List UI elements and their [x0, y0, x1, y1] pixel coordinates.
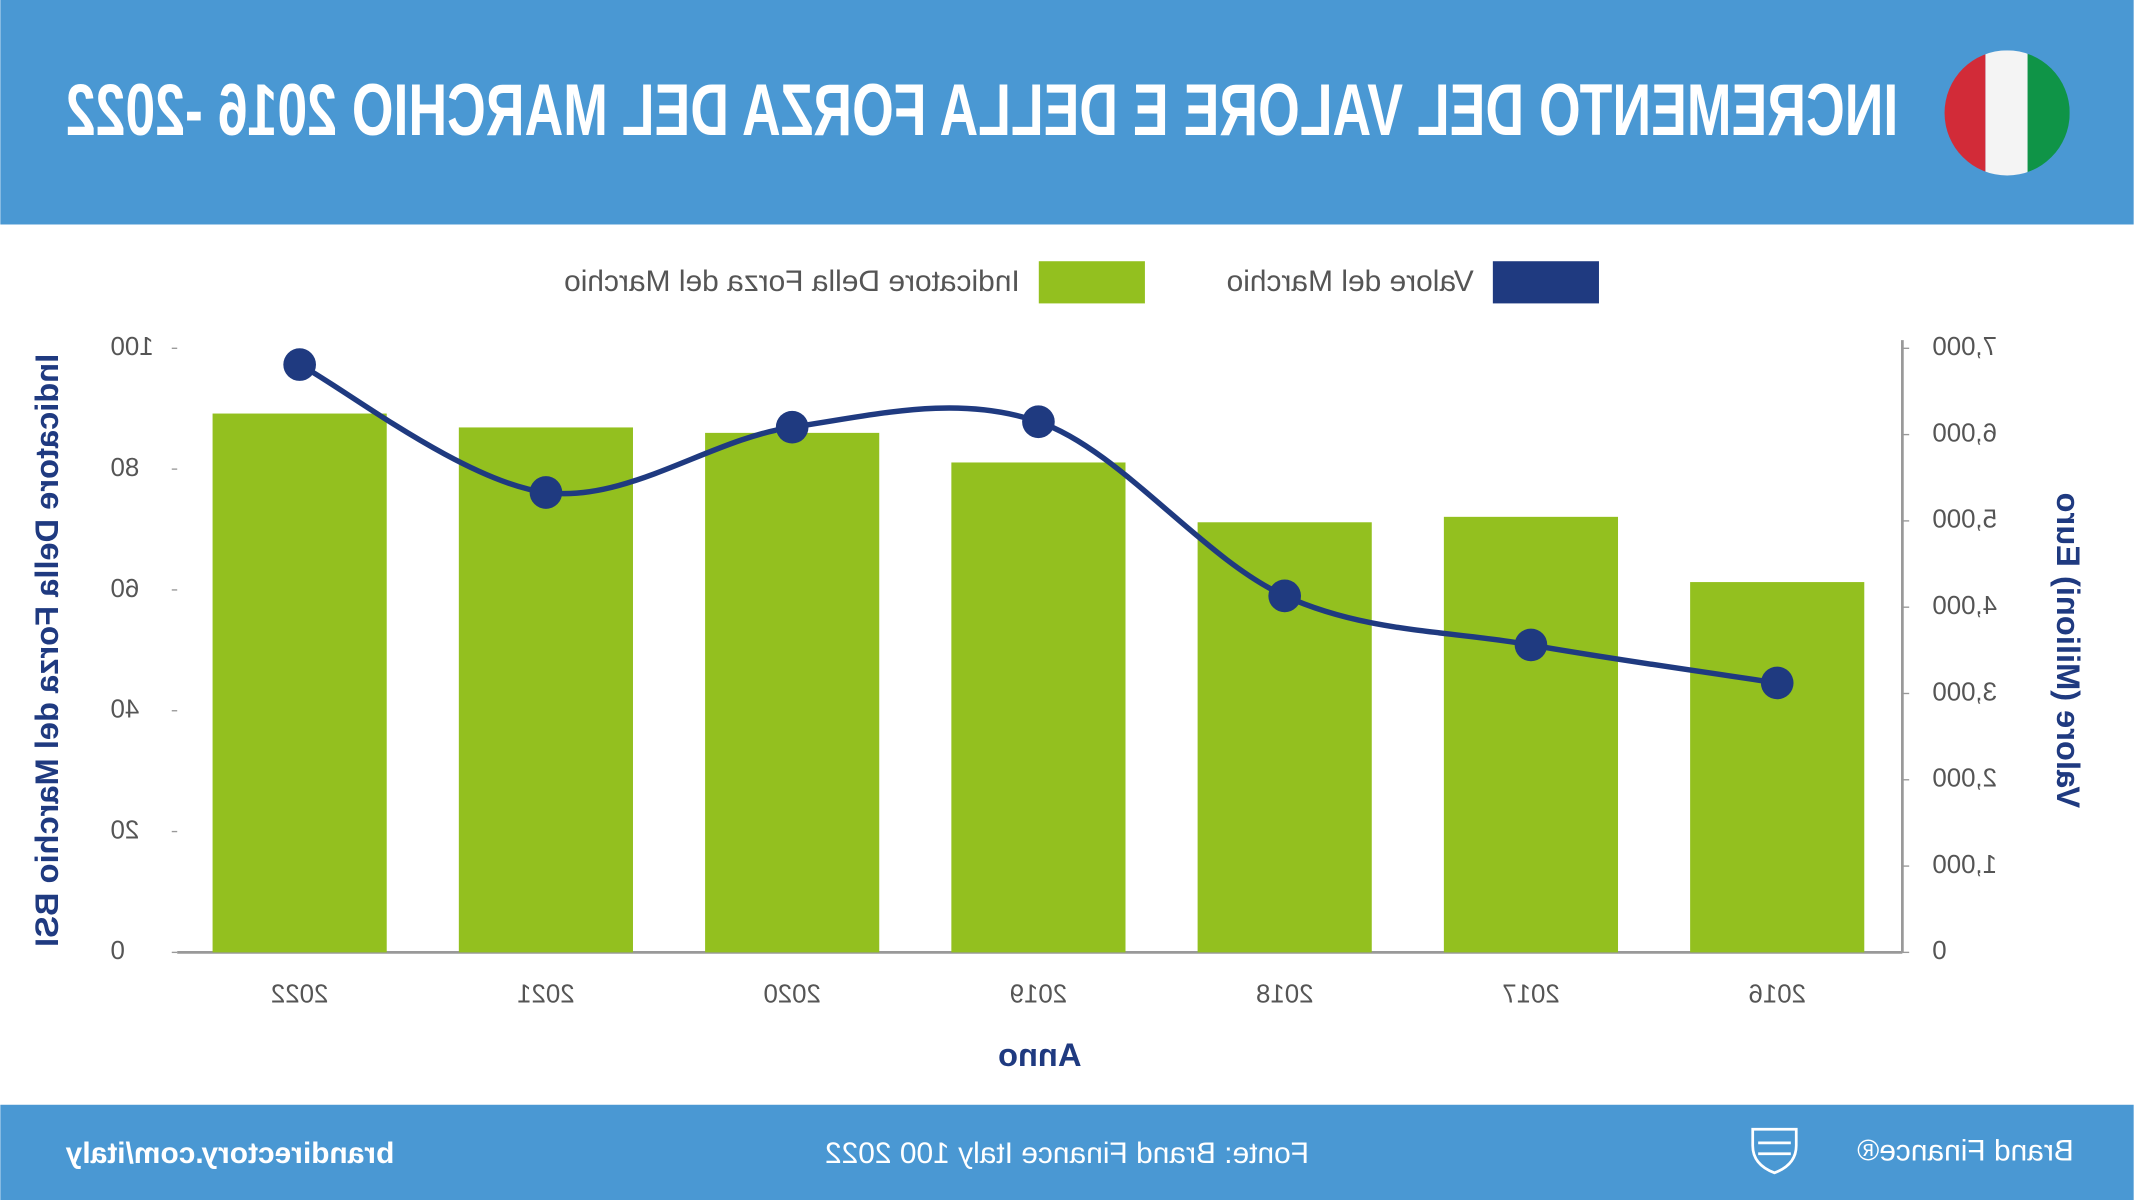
legend-label: Valore del Marchio — [1227, 265, 1474, 298]
line-marker — [775, 410, 809, 444]
y-tick-label: 6,000 — [1932, 419, 1997, 447]
y2-tick-label: 60 — [111, 575, 140, 603]
x-tick-label: 2022 — [271, 981, 329, 1009]
brand-logo — [1751, 1127, 1798, 1175]
x-tick-label: 2019 — [1010, 981, 1068, 1009]
x-tick-label: 2017 — [1502, 981, 1560, 1009]
legend-label: Indicatore Della Forza del Marchio — [564, 265, 1020, 298]
x-tick-label: 2020 — [763, 981, 821, 1009]
x-axis-title: Anno — [998, 1036, 1081, 1073]
line-marker — [529, 476, 563, 509]
y2-axis-title: Indicatore Della Forza del Marchio BSI — [28, 354, 65, 947]
header-band — [0, 0, 2134, 225]
line-marker — [1268, 579, 1302, 613]
bar — [212, 413, 387, 953]
y2-tick-label: 0 — [111, 937, 125, 965]
legend-swatch — [1492, 261, 1599, 304]
y2-tick-label: 20 — [111, 816, 140, 844]
source: Fonte: Brand Finance Italy 100 2022 — [825, 1137, 1309, 1170]
y-tick-label: 7,000 — [1932, 333, 1997, 361]
x-tick-label: 2016 — [1748, 981, 1806, 1009]
line-marker — [283, 348, 316, 381]
y-tick-label: 3,000 — [1932, 678, 1997, 706]
y-tick-label: 5,000 — [1932, 506, 1997, 534]
y-tick-label: 1,000 — [1932, 851, 1997, 879]
brand-name: Brand Finance® — [1857, 1134, 2074, 1167]
bar — [458, 427, 633, 953]
y2-tick-label: 80 — [111, 454, 140, 482]
website: brandirectory.com/italy — [65, 1137, 394, 1170]
y-axis-title: Valore (Milioni) Euro — [2050, 493, 2087, 809]
x-tick-label: 2021 — [517, 981, 574, 1009]
bar — [951, 462, 1126, 953]
y-tick-label: 0 — [1932, 937, 1946, 965]
line-marker — [1514, 628, 1548, 662]
y-tick-label: 2,000 — [1932, 765, 1997, 793]
y-tick-label: 4,000 — [1932, 592, 1997, 620]
bar — [705, 432, 880, 953]
x-tick-label: 2018 — [1256, 981, 1314, 1009]
bar — [1690, 582, 1865, 953]
bar — [1443, 516, 1619, 953]
legend-swatch — [1038, 261, 1145, 304]
y2-tick-label: 40 — [111, 696, 140, 724]
y2-tick-label: 100 — [111, 333, 154, 361]
line-marker — [1760, 666, 1794, 700]
chart-title: INCREMENTO DEL VALORE E DELLA FORZA DEL … — [66, 68, 1899, 151]
line-marker — [1022, 405, 1055, 439]
